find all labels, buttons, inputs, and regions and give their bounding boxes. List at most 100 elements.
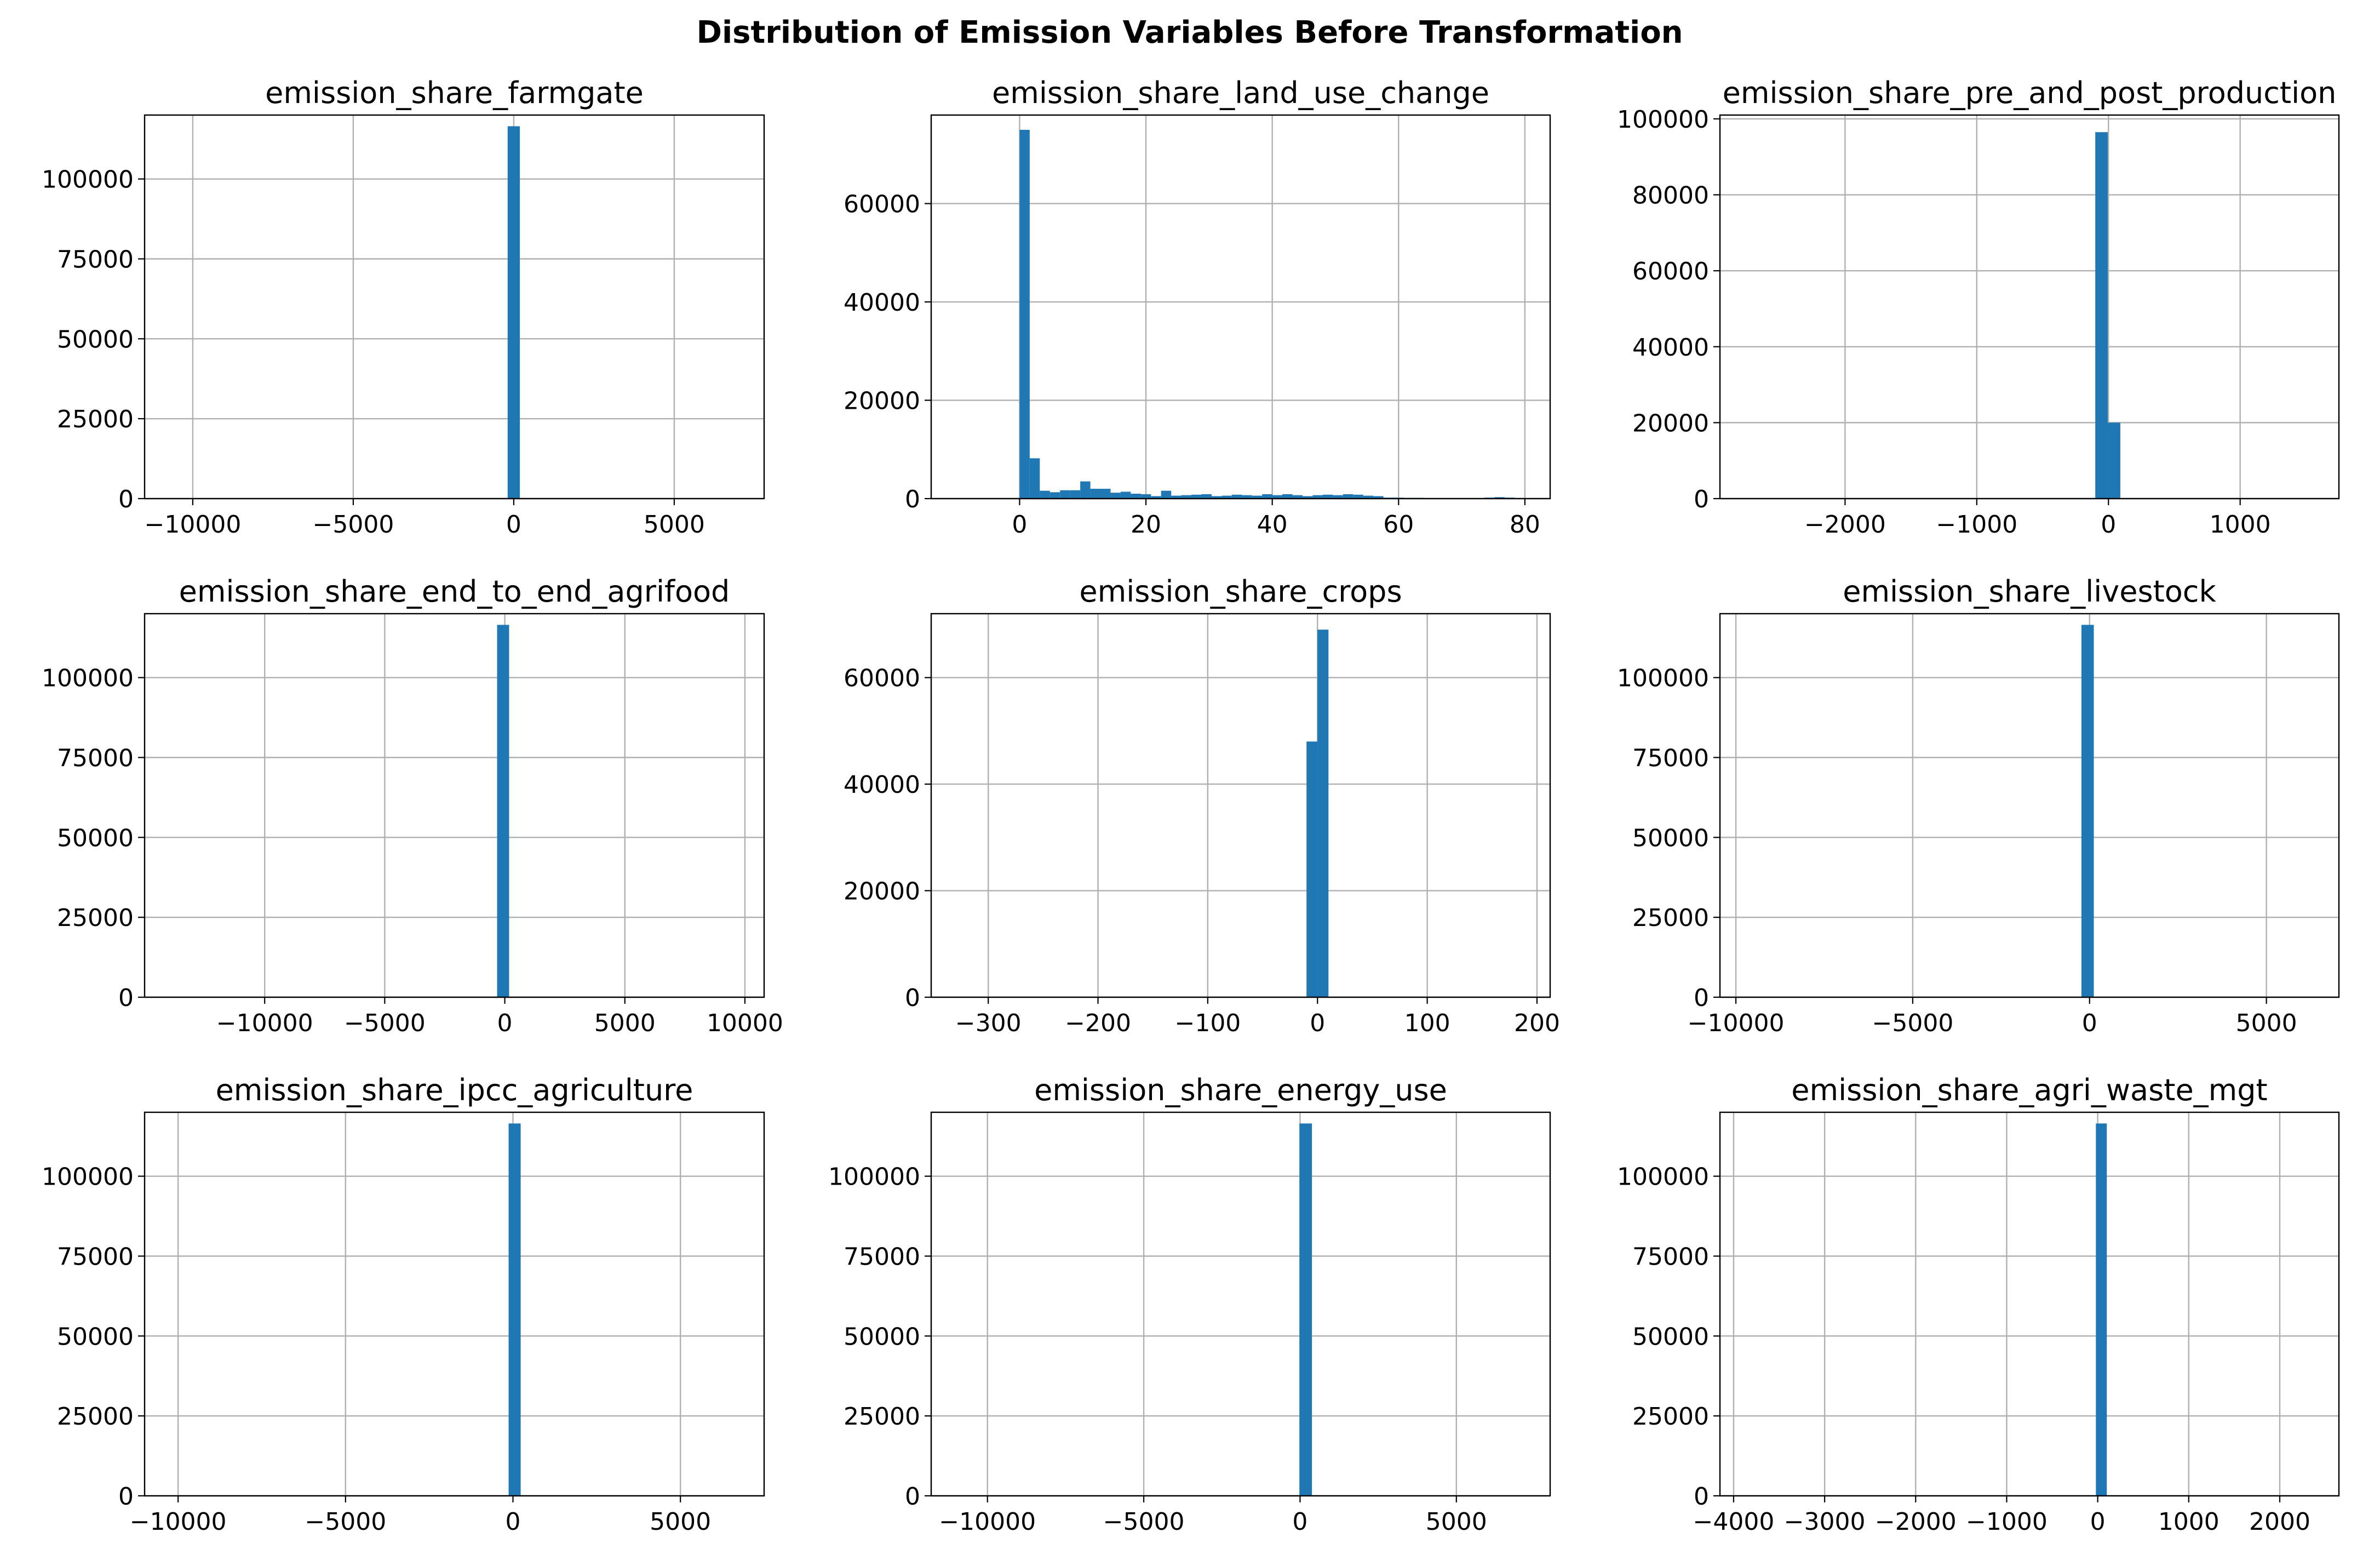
y-tick-label: 40000: [1632, 334, 1709, 362]
y-tick-label: 25000: [1632, 904, 1709, 932]
axes-frame: [144, 114, 765, 500]
figure-suptitle: Distribution of Emission Variables Befor…: [696, 15, 1683, 50]
y-tick-label: 50000: [844, 1323, 920, 1351]
y-tick-label: 100000: [1617, 1163, 1709, 1191]
histogram-bar: [1373, 496, 1384, 499]
histogram-bar: [1050, 492, 1060, 499]
x-tick-label: −5000: [1872, 1009, 1953, 1037]
histogram-bar: [1191, 494, 1202, 499]
x-tick-label: −5000: [312, 511, 394, 539]
y-tick-label: 20000: [1632, 409, 1709, 437]
y-tick-label: 80000: [1632, 182, 1709, 210]
x-tick-label: 80: [1510, 511, 1540, 539]
y-tick-label: 0: [1694, 1483, 1709, 1511]
panel-title: emission_share_land_use_change: [992, 76, 1489, 110]
histogram-panel-5: 0 20000 40000 60000 −300 −200 −100 0 100 200 emiss…: [844, 574, 1560, 1037]
y-tick-label: 50000: [57, 824, 134, 852]
y-tick-label: 100000: [42, 665, 134, 693]
histogram-bar: [1272, 495, 1283, 499]
histogram-bar: [497, 625, 509, 997]
histogram-bar: [1282, 494, 1293, 499]
histogram-bar: [1181, 495, 1192, 499]
x-tick-label: 2000: [2249, 1508, 2310, 1536]
x-tick-label: 5000: [650, 1508, 711, 1536]
y-tick-label: 0: [905, 1483, 920, 1511]
panel-title: emission_share_end_to_end_agrifood: [179, 574, 730, 609]
histogram-bar: [1262, 494, 1272, 499]
axes-frame: [930, 114, 1551, 500]
y-tick-label: 60000: [844, 191, 920, 219]
x-tick-label: −10000: [144, 511, 241, 539]
panel-title: emission_share_pre_and_post_production: [1723, 76, 2337, 110]
histogram-bar: [1100, 489, 1111, 499]
x-tick-label: 0: [505, 1508, 520, 1536]
x-tick-label: 10000: [707, 1009, 783, 1037]
histogram-bar: [1312, 495, 1323, 499]
histogram-panel-7: 0 25000 50000 75000 100000 −10000 −5000 0 5000 em…: [42, 1073, 765, 1536]
axes-frame: [930, 613, 1551, 998]
histogram-panel-8: 0 25000 50000 75000 100000 −10000 −5000 0 5000 em…: [828, 1073, 1551, 1536]
y-tick-label: 25000: [1632, 1403, 1709, 1431]
y-tick-label: 0: [118, 984, 134, 1012]
x-tick-label: −10000: [939, 1508, 1036, 1536]
histogram-bar: [2095, 132, 2108, 499]
y-tick-label: 25000: [57, 405, 134, 433]
histogram-bar: [1333, 495, 1343, 499]
x-tick-label: −3000: [1784, 1508, 1866, 1536]
x-tick-label: 20: [1131, 511, 1161, 539]
histogram-bar: [1151, 496, 1161, 499]
histogram-bar: [507, 126, 520, 499]
x-tick-label: 0: [2101, 511, 2116, 539]
histogram-panel-1: 0 25000 50000 75000 100000 −10000 −5000 0 5000 em…: [42, 76, 765, 539]
x-tick-label: 5000: [1426, 1508, 1487, 1536]
x-tick-label: −10000: [130, 1508, 227, 1536]
histogram-bar: [1363, 495, 1374, 499]
axes-frame: [1719, 1111, 2340, 1497]
y-tick-label: 100000: [1617, 106, 1709, 134]
histogram-bar: [1040, 490, 1050, 499]
histogram-bar: [1317, 630, 1329, 997]
y-tick-label: 75000: [1632, 1243, 1709, 1271]
y-tick-label: 100000: [828, 1163, 920, 1191]
y-tick-label: 40000: [844, 771, 920, 799]
x-tick-label: 0: [497, 1009, 513, 1037]
x-tick-label: −1000: [1936, 511, 2017, 539]
histogram-bar: [1292, 495, 1303, 499]
y-tick-label: 0: [118, 1483, 134, 1511]
panel-title: emission_share_livestock: [1843, 574, 2216, 609]
histogram-bar: [1140, 494, 1151, 499]
x-tick-label: 1000: [2158, 1508, 2220, 1536]
y-tick-label: 0: [1694, 485, 1709, 513]
y-tick-label: 60000: [844, 665, 920, 693]
y-tick-label: 50000: [1632, 1323, 1709, 1351]
y-tick-label: 100000: [42, 1163, 134, 1191]
histogram-bar: [1494, 497, 1505, 499]
histogram-bar: [1303, 496, 1313, 499]
y-tick-label: 75000: [57, 1243, 134, 1271]
histogram-bar: [1211, 496, 1222, 499]
y-tick-label: 50000: [57, 325, 134, 353]
histogram-bar: [1242, 495, 1252, 499]
y-tick-label: 20000: [844, 878, 920, 906]
histogram-bar: [1029, 458, 1040, 499]
y-tick-label: 75000: [844, 1243, 920, 1271]
histogram-bar: [1353, 494, 1363, 499]
histogram-bar: [1090, 489, 1101, 499]
x-tick-label: 0: [2082, 1009, 2097, 1037]
x-tick-label: −10000: [216, 1009, 313, 1037]
x-tick-label: 5000: [644, 511, 705, 539]
y-tick-label: 100000: [42, 166, 134, 194]
y-tick-label: 25000: [57, 1403, 134, 1431]
histogram-bar: [1070, 490, 1081, 499]
y-tick-label: 50000: [57, 1323, 134, 1351]
x-tick-label: −2000: [1875, 1508, 1957, 1536]
histogram-bar: [1201, 494, 1212, 499]
histogram-panel-3: 0 20000 40000 60000 80000 100000 −2000 −1000 0 10…: [1617, 76, 2340, 539]
histogram-bar: [1120, 491, 1131, 499]
x-tick-label: −1000: [1966, 1508, 2048, 1536]
y-tick-label: 50000: [1632, 824, 1709, 852]
axes-frame: [930, 1111, 1551, 1497]
x-tick-label: 0: [1310, 1009, 1325, 1037]
y-tick-label: 0: [118, 485, 134, 513]
